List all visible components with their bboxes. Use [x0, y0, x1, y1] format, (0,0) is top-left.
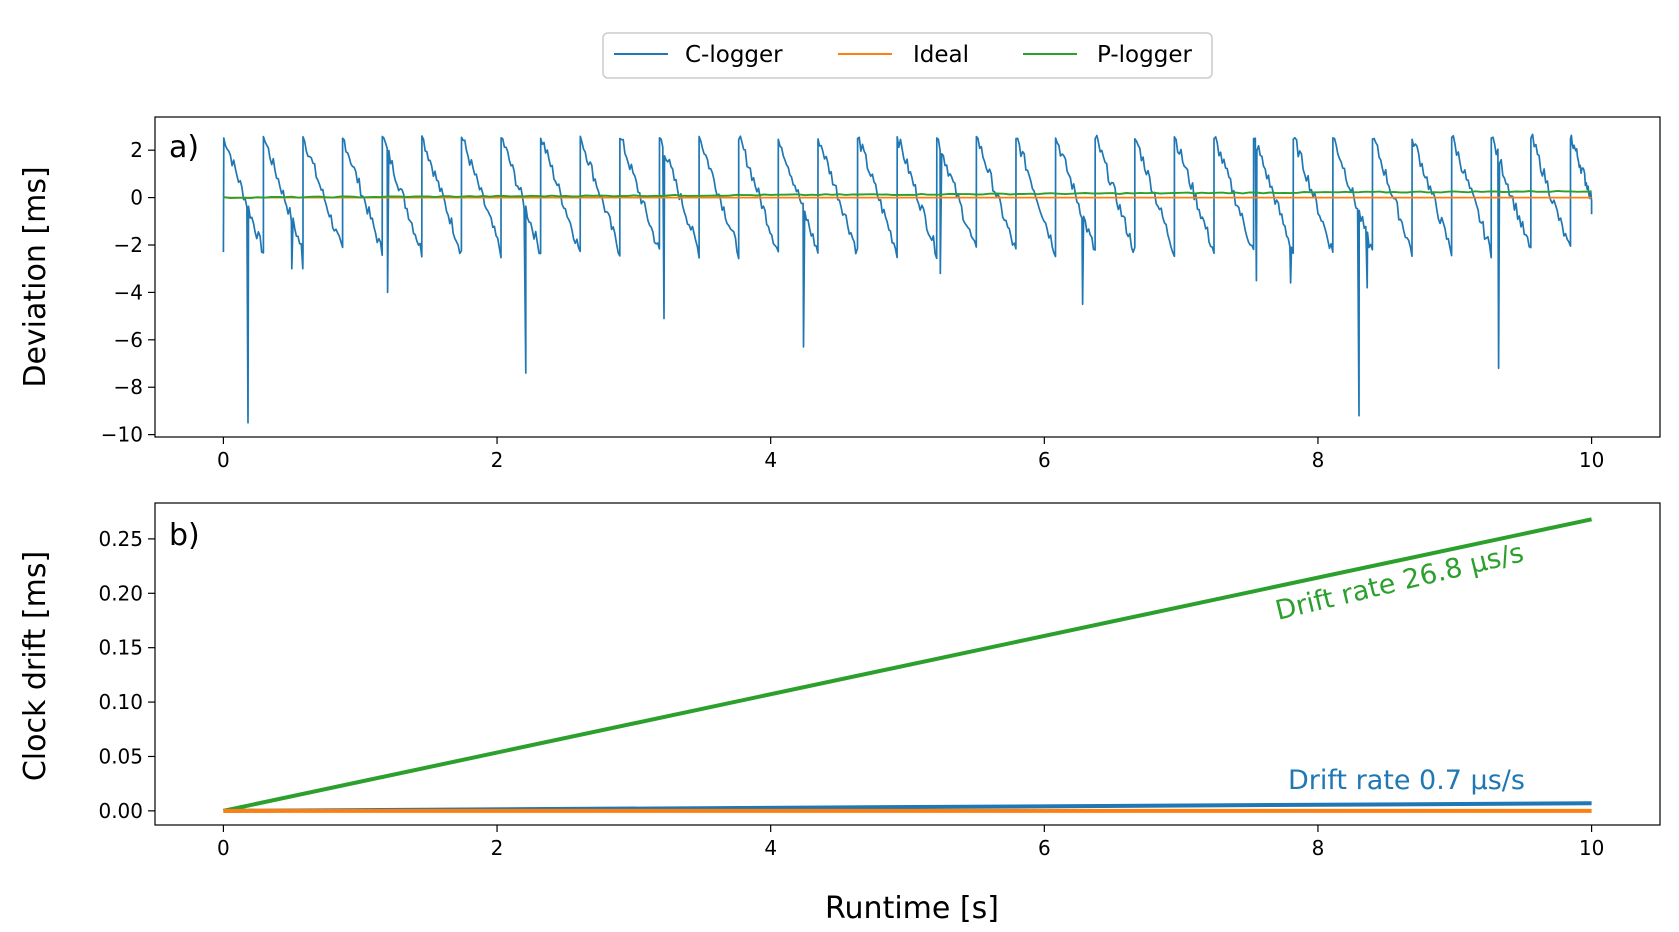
panel-a-series: [222, 133, 1593, 424]
y-tick-label: 2: [130, 138, 143, 162]
x-tick-label: 4: [764, 836, 777, 860]
x-tick-label: 2: [491, 836, 504, 860]
drift-rate-annotation-p-logger: Drift rate 26.8 μs/s: [1272, 537, 1526, 626]
legend-label-c-logger: C-logger: [685, 42, 783, 68]
legend-label-p-logger: P-logger: [1097, 42, 1192, 68]
series-p-logger: [222, 517, 1593, 813]
y-tick-label: 0.15: [98, 636, 143, 660]
x-tick-label: 10: [1579, 836, 1604, 860]
panel-a-ticks: 0 2 4 6 8 10 −10 −8 −6 −4 −2 0 2: [101, 138, 1605, 472]
series-p-logger: [223, 189, 1592, 199]
x-tick-label: 6: [1038, 836, 1051, 860]
x-tick-label: 10: [1579, 448, 1604, 472]
legend-frame: [602, 32, 1213, 79]
panel-b: 0 2 4 6 8 10 0.00 0.05 0.10 0.15 0.20 0.25 b) Clock…: [18, 502, 1661, 860]
y-tick-label: −6: [114, 328, 143, 352]
panel-a: 0 2 4 6 8 10 −10 −8 −6 −4 −2 0 2 a) Deviation [ms]: [18, 116, 1661, 472]
y-tick-label: 0.00: [98, 799, 143, 823]
y-tick-label: −2: [114, 233, 143, 257]
panel-a-label: a): [169, 130, 199, 165]
x-tick-label: 0: [217, 448, 230, 472]
panel-b-ticks: 0 2 4 6 8 10 0.00 0.05 0.10 0.15 0.20 0.25: [98, 527, 1604, 860]
y-tick-label: 0.20: [98, 581, 143, 605]
panel-a-ylabel: Deviation [ms]: [18, 166, 53, 387]
x-tick-label: 4: [764, 448, 777, 472]
x-tick-label: 8: [1312, 448, 1325, 472]
drift-rate-annotation-c-logger: Drift rate 0.7 μs/s: [1288, 765, 1525, 796]
legend-label-ideal: Ideal: [913, 42, 969, 68]
y-tick-label: −10: [101, 423, 143, 447]
y-tick-label: −4: [114, 280, 143, 304]
x-tick-label: 6: [1038, 448, 1051, 472]
x-tick-label: 0: [217, 836, 230, 860]
panel-b-frame: [154, 502, 1661, 826]
y-tick-label: 0: [130, 186, 143, 210]
x-axis-label: Runtime [s]: [825, 891, 999, 926]
panel-b-series: [222, 517, 1593, 813]
x-tick-label: 2: [491, 448, 504, 472]
series-c-logger: [222, 133, 1593, 424]
legend: C-logger Ideal P-logger: [602, 32, 1213, 79]
y-tick-label: 0.10: [98, 690, 143, 714]
panel-b-label: b): [169, 518, 200, 553]
y-tick-label: −8: [114, 375, 143, 399]
y-tick-label: 0.25: [98, 527, 143, 551]
y-tick-label: 0.05: [98, 744, 143, 768]
x-tick-label: 8: [1312, 836, 1325, 860]
panel-b-ylabel: Clock drift [ms]: [18, 551, 53, 781]
panel-a-frame: [154, 116, 1661, 438]
